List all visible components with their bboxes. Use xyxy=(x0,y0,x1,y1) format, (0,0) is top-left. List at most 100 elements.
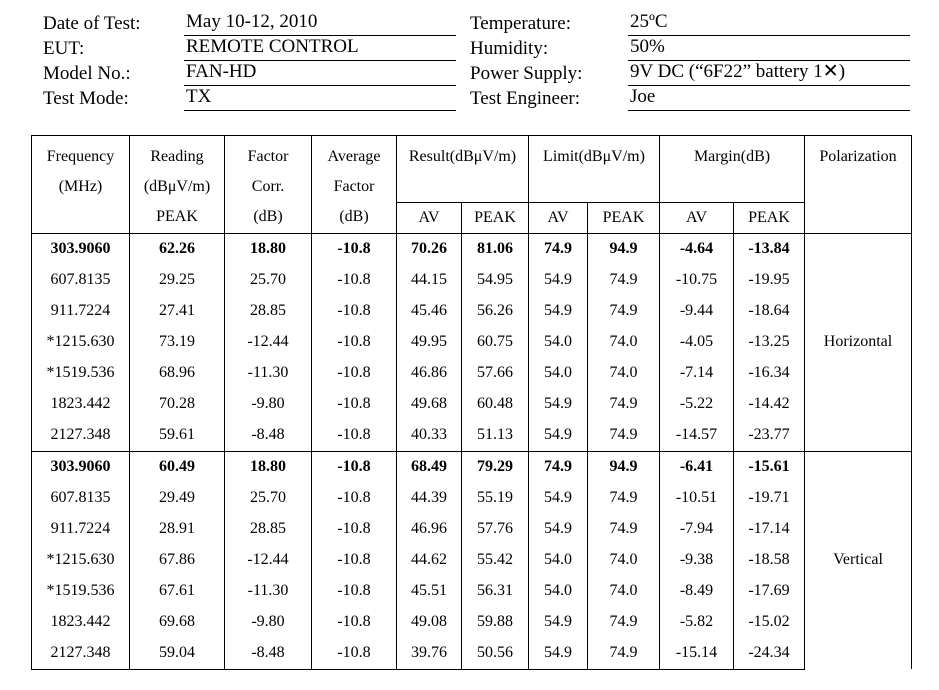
cell-result-av: 46.96 xyxy=(396,513,462,545)
cell-factor-corr: 28.85 xyxy=(224,295,312,327)
cell-reading-peak: 68.96 xyxy=(129,357,225,389)
cell-limit-peak: 74.0 xyxy=(587,326,660,358)
col-average-factor-unit: (dB) xyxy=(311,202,397,234)
cell-margin-peak: -15.02 xyxy=(732,606,806,638)
cell-result-peak: 60.75 xyxy=(461,326,529,358)
table-body: 303.9060 62.26 18.80 -10.8 70.26 81.06 74.9 94.… xyxy=(31,232,913,670)
cell-reading-peak: 69.68 xyxy=(129,606,225,638)
emission-results-table: Frequency (MHz) Reading (dBμV/m) Factor … xyxy=(31,135,913,670)
temperature-label: Temperature: xyxy=(470,13,572,34)
cell-margin-av: -6.41 xyxy=(659,450,734,483)
cell-margin-peak: -24.34 xyxy=(732,637,806,670)
cell-factor-corr: -8.48 xyxy=(224,419,312,452)
mode-value: TX xyxy=(184,86,456,111)
cell-average-factor: -10.8 xyxy=(311,544,397,576)
cell-limit-av: 54.9 xyxy=(528,419,588,452)
cell-result-av: 49.08 xyxy=(396,606,462,638)
col-margin-peak: PEAK xyxy=(732,201,806,234)
cell-reading-peak: 62.26 xyxy=(129,232,225,265)
col-factor-line2: Corr. xyxy=(251,178,285,195)
cell-margin-peak: -15.61 xyxy=(732,450,806,483)
cell-frequency: *1519.536 xyxy=(31,357,130,389)
cell-factor-corr: -11.30 xyxy=(224,357,312,389)
col-limit-peak: PEAK xyxy=(587,201,660,234)
cell-result-peak: 81.06 xyxy=(461,232,529,265)
cell-factor-corr: -9.80 xyxy=(224,606,312,638)
cell-margin-av: -4.64 xyxy=(659,232,734,265)
cell-margin-av: -9.38 xyxy=(659,544,734,576)
cell-average-factor: -10.8 xyxy=(311,419,397,452)
col-average-factor-line1: Average xyxy=(327,148,381,165)
cell-limit-peak: 94.9 xyxy=(587,232,660,265)
cell-margin-av: -14.57 xyxy=(659,419,734,452)
col-reading-unit: PEAK xyxy=(129,202,225,234)
cell-limit-peak: 74.9 xyxy=(587,482,660,514)
cell-margin-av: -4.05 xyxy=(659,326,734,358)
cell-frequency: *1215.630 xyxy=(31,544,130,576)
cell-margin-peak: -14.42 xyxy=(732,388,806,420)
cell-limit-peak: 74.9 xyxy=(587,264,660,296)
cell-factor-corr: 18.80 xyxy=(224,450,312,483)
col-reading-line2: (dBμV/m) xyxy=(143,178,211,195)
col-result-av: AV xyxy=(396,201,462,234)
cell-result-peak: 60.48 xyxy=(461,388,529,420)
cell-average-factor: -10.8 xyxy=(311,264,397,296)
cell-limit-av: 54.9 xyxy=(528,606,588,638)
power-supply-label: Power Supply: xyxy=(470,63,583,84)
cell-average-factor: -10.8 xyxy=(311,388,397,420)
cell-result-peak: 55.42 xyxy=(461,544,529,576)
col-average-factor: Average Factor xyxy=(311,135,397,202)
cell-margin-peak: -18.58 xyxy=(732,544,806,576)
col-limit: Limit(dBμV/m) xyxy=(528,135,660,203)
cell-margin-av: -5.22 xyxy=(659,388,734,420)
cell-reading-peak: 59.61 xyxy=(129,419,225,452)
col-frequency: Frequency (MHz) xyxy=(31,135,130,234)
temperature-value: 25ºC xyxy=(628,11,910,36)
cell-margin-av: -7.94 xyxy=(659,513,734,545)
cell-margin-peak: -16.34 xyxy=(732,357,806,389)
cell-average-factor: -10.8 xyxy=(311,295,397,327)
cell-frequency: 2127.348 xyxy=(31,637,130,670)
cell-reading-peak: 27.41 xyxy=(129,295,225,327)
cell-average-factor: -10.8 xyxy=(311,450,397,483)
cell-limit-av: 54.9 xyxy=(528,513,588,545)
cell-margin-peak: -13.84 xyxy=(732,232,806,265)
table-row: 303.9060 62.26 18.80 -10.8 70.26 81.06 74.9 94.… xyxy=(31,232,913,451)
cell-result-av: 70.26 xyxy=(396,232,462,265)
cell-frequency: 2127.348 xyxy=(31,419,130,452)
cell-result-peak: 79.29 xyxy=(461,450,529,483)
col-limit-av: AV xyxy=(528,201,588,234)
col-frequency-line2: (MHz) xyxy=(58,178,103,195)
cell-reading-peak: 60.49 xyxy=(129,450,225,483)
cell-result-av: 40.33 xyxy=(396,419,462,452)
model-value: FAN-HD xyxy=(184,61,456,86)
table-row: 911.7224 28.91 28.85 -10.8 46.96 57.76 54.9 74.… xyxy=(31,513,912,545)
cell-limit-peak: 74.9 xyxy=(587,637,660,670)
cell-factor-corr: -11.30 xyxy=(224,575,312,607)
table-row: *1519.536 67.61 -11.30 -10.8 45.51 56.31 54.0 7… xyxy=(31,575,912,607)
table-row: *1519.536 68.96 -11.30 -10.8 46.86 57.66 54.0 7… xyxy=(31,357,912,389)
cell-result-peak: 56.26 xyxy=(461,295,529,327)
cell-frequency: 303.9060 xyxy=(31,450,130,483)
cell-limit-peak: 74.9 xyxy=(587,295,660,327)
eut-value: REMOTE CONTROL xyxy=(184,36,456,61)
cell-limit-av: 54.0 xyxy=(528,575,588,607)
polarization-cell: Vertical xyxy=(804,450,913,669)
cell-margin-peak: -13.25 xyxy=(732,326,806,358)
cell-limit-peak: 74.9 xyxy=(587,388,660,420)
cell-factor-corr: 25.70 xyxy=(224,482,312,514)
table-row: 1823.442 69.68 -9.80 -10.8 49.08 59.88 54.9 74.… xyxy=(31,606,912,638)
table-row: *1215.630 67.86 -12.44 -10.8 44.62 55.42 54.0 7… xyxy=(31,544,912,576)
cell-margin-av: -9.44 xyxy=(659,295,734,327)
cell-frequency: *1519.536 xyxy=(31,575,130,607)
cell-factor-corr: -8.48 xyxy=(224,637,312,670)
cell-margin-peak: -19.95 xyxy=(732,264,806,296)
table-row: 303.9060 60.49 18.80 -10.8 68.49 79.29 74.9 94.… xyxy=(31,450,913,669)
col-factor: Factor Corr. xyxy=(224,135,312,202)
cell-frequency: 911.7224 xyxy=(31,295,130,327)
cell-result-av: 45.46 xyxy=(396,295,462,327)
cell-limit-peak: 94.9 xyxy=(587,450,660,483)
col-factor-unit: (dB) xyxy=(224,202,312,234)
cell-average-factor: -10.8 xyxy=(311,575,397,607)
cell-reading-peak: 29.25 xyxy=(129,264,225,296)
